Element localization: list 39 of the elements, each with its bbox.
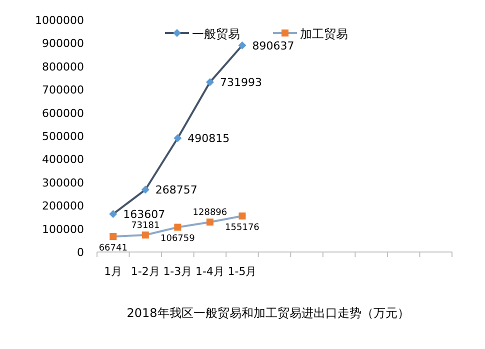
point xyxy=(206,218,214,226)
y-tick-label: 900000 xyxy=(42,37,84,50)
y-tick-label: 100000 xyxy=(42,222,84,236)
y-tick-label: 300000 xyxy=(42,176,84,190)
point xyxy=(110,233,117,240)
legend-label: 一般贸易 xyxy=(192,27,240,41)
point xyxy=(206,78,214,86)
point xyxy=(174,224,182,231)
point xyxy=(109,210,118,218)
data-label: 106759 xyxy=(160,234,196,244)
x-tick-label: 1-4月 xyxy=(195,265,224,278)
point xyxy=(238,212,246,220)
data-label: 731993 xyxy=(220,76,262,90)
data-label: 268757 xyxy=(155,184,198,197)
x-tick-label: 1-3月 xyxy=(163,265,192,278)
y-tick-label: 700000 xyxy=(42,84,84,97)
point xyxy=(238,41,246,50)
x-tick-label: 1-5月 xyxy=(228,265,257,278)
legend-label: 加工贸易 xyxy=(300,27,348,41)
y-tick-label: 500000 xyxy=(42,130,84,143)
point xyxy=(142,232,149,239)
y-tick-label: 200000 xyxy=(42,200,84,213)
data-label: 890637 xyxy=(252,39,294,52)
data-label: 128896 xyxy=(192,208,228,218)
data-label: 73181 xyxy=(131,221,160,232)
data-label: 155176 xyxy=(225,223,260,233)
x-tick-label: 1-2月 xyxy=(130,265,160,278)
data-label: 163607 xyxy=(123,208,166,222)
data-label: 66741 xyxy=(98,244,128,254)
y-tick-label: 600000 xyxy=(42,106,84,120)
y-tick-label: 0 xyxy=(77,246,84,259)
y-tick-label: 800000 xyxy=(42,60,84,74)
text: 2018年我区一般贸易和加工贸易进出口走势（万元） xyxy=(126,306,410,320)
point xyxy=(141,186,150,194)
point xyxy=(174,134,182,142)
y-tick-label: 1000000 xyxy=(35,14,84,27)
x-tick-label: 1月 xyxy=(104,265,122,278)
data-label: 490815 xyxy=(188,132,230,146)
y-tick-label: 400000 xyxy=(42,153,84,166)
